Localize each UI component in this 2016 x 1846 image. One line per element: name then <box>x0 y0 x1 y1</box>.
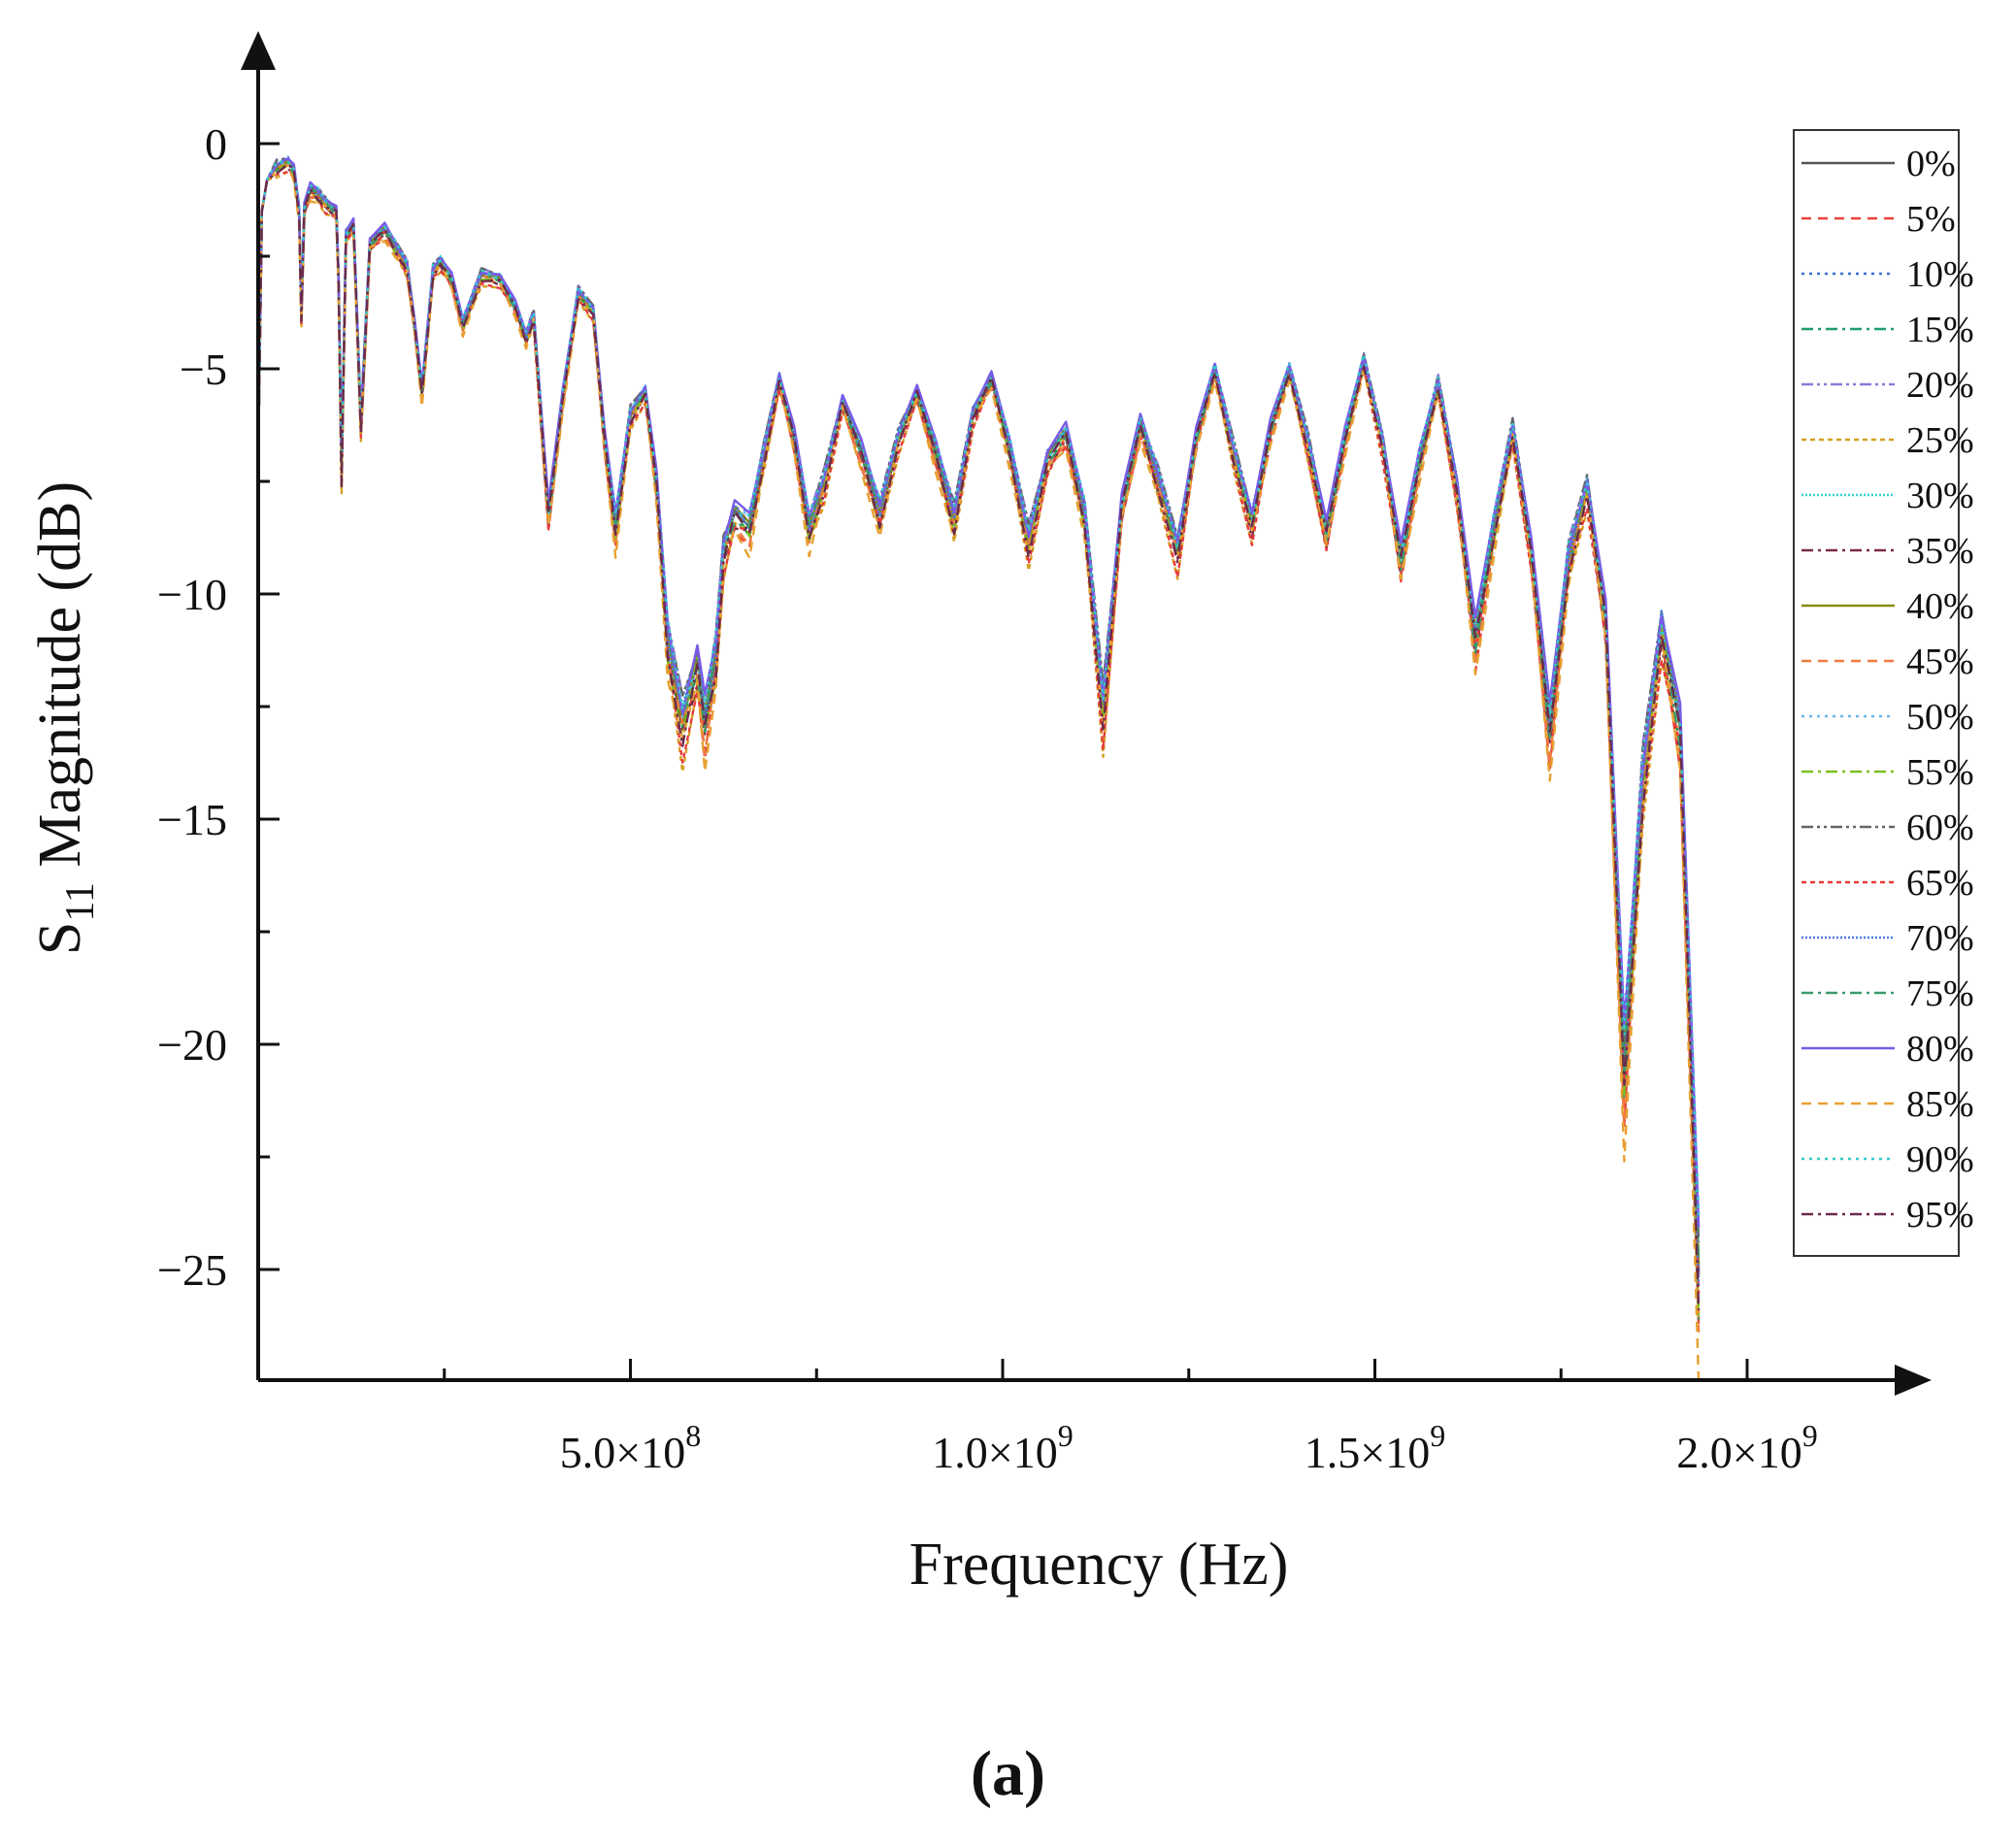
y-axis-title-rest: Magnitude (dB) <box>27 481 93 882</box>
legend-label: 5% <box>1906 199 1956 240</box>
legend-label: 0% <box>1906 144 1956 184</box>
series-line-45pct <box>258 162 1701 1333</box>
series-line-55pct <box>258 160 1701 1322</box>
legend-label: 55% <box>1906 752 1974 793</box>
panel-label: (a) <box>971 1738 1045 1809</box>
legend-label: 35% <box>1906 531 1974 572</box>
legend-label: 20% <box>1906 365 1974 406</box>
series-line-70pct <box>258 155 1701 1286</box>
series-line-80pct <box>258 157 1701 1228</box>
axes <box>241 31 1932 1396</box>
legend-label: 60% <box>1906 808 1974 848</box>
series-line-40pct <box>258 159 1701 1265</box>
y-tick-label: −15 <box>157 795 227 844</box>
legend-label: 80% <box>1906 1029 1974 1070</box>
legend-label: 95% <box>1906 1195 1974 1236</box>
legend-label: 25% <box>1906 420 1974 461</box>
y-axis-arrow <box>241 31 276 70</box>
legend-label: 65% <box>1906 863 1974 904</box>
series-line-90pct <box>258 160 1701 1220</box>
y-axis-title-main: S <box>27 922 93 955</box>
legend-box <box>1793 129 1960 1257</box>
x-axis-arrow <box>1895 1365 1932 1396</box>
series-line-50pct <box>258 161 1701 1218</box>
y-axis-title-subscript: 11 <box>58 882 103 921</box>
x-tick-label: 1.5×109 <box>1305 1418 1445 1477</box>
series-line-75pct <box>258 162 1701 1261</box>
legend-label: 15% <box>1906 310 1974 350</box>
y-axis-title: S11 Magnitude (dB) <box>27 481 103 955</box>
series-line-20pct <box>258 157 1701 1227</box>
legend-label: 90% <box>1906 1139 1974 1180</box>
y-tick-label: −20 <box>157 1020 227 1070</box>
legend-label: 85% <box>1906 1084 1974 1125</box>
series-line-95pct <box>258 162 1701 1311</box>
series-line-60pct <box>258 156 1701 1242</box>
series-layer <box>258 155 1701 1380</box>
series-line-25pct <box>258 170 1701 1313</box>
y-tick-label: −10 <box>157 570 227 619</box>
legend-label: 30% <box>1906 476 1974 516</box>
legend-label: 45% <box>1906 642 1974 682</box>
legend-label: 40% <box>1906 586 1974 627</box>
series-line-35pct <box>258 166 1701 1275</box>
series-line-65pct <box>258 170 1701 1294</box>
x-axis-title: Frequency (Hz) <box>909 1532 1289 1598</box>
series-line-30pct <box>258 155 1701 1277</box>
x-tick-label: 2.0×109 <box>1676 1418 1817 1477</box>
series-line-10pct <box>258 161 1701 1217</box>
x-tick-label: 1.0×109 <box>932 1418 1073 1477</box>
legend-label: 10% <box>1906 254 1974 295</box>
series-line-0pct <box>258 160 1701 1270</box>
tick-layer: 0 −5 −10 −15 −20 −25 5.0×108 1.0×109 1.5×109 2.0×… <box>157 119 1818 1477</box>
series-line-15pct <box>258 158 1701 1320</box>
series-line-5pct <box>258 164 1701 1328</box>
legend-label: 75% <box>1906 973 1974 1014</box>
legend: 0% 5% 10% 15% 20% 25% 30% 35% 40% 45% 50% 55% 60% 65%… <box>1793 129 1974 1257</box>
x-tick-label: 5.0×108 <box>560 1418 701 1477</box>
y-tick-label: −5 <box>180 345 227 394</box>
y-tick-label: 0 <box>205 119 227 169</box>
legend-label: 50% <box>1906 697 1974 738</box>
y-tick-label: −25 <box>157 1245 227 1295</box>
series-line-85pct <box>258 163 1701 1380</box>
axis-titles: Frequency (Hz) S11 Magnitude (dB) <box>27 481 1288 1598</box>
legend-label: 70% <box>1906 918 1974 959</box>
